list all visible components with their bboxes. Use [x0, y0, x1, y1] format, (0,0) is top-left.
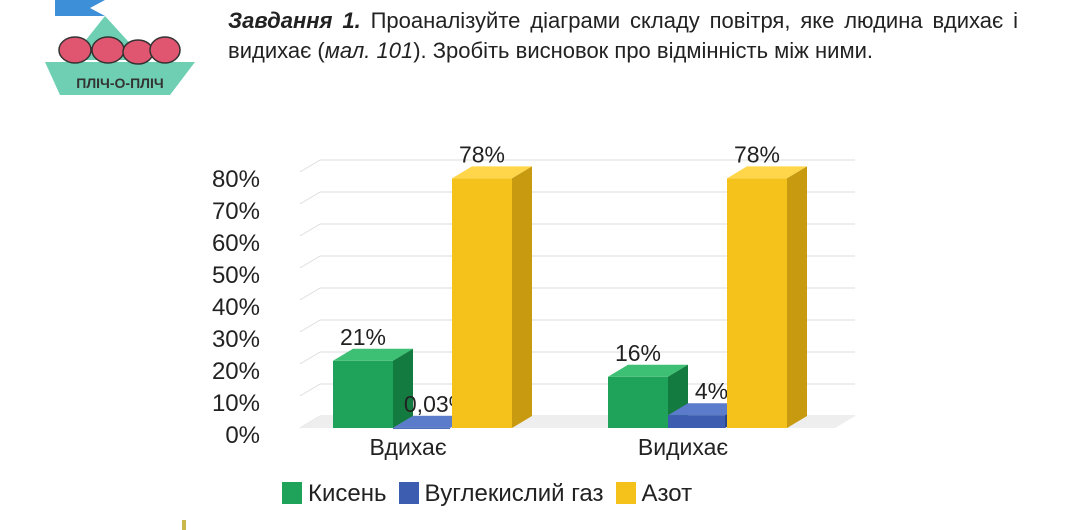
legend-label: Вуглекислий газ — [424, 480, 604, 507]
y-tick-label: 30% — [212, 326, 260, 353]
legend-swatch — [282, 482, 302, 504]
gridline — [299, 319, 321, 333]
bar-side — [787, 166, 807, 428]
task-text: Завдання 1. Проаналізуйте діаграми склад… — [228, 6, 1018, 66]
bar-Кисень — [608, 376, 668, 428]
bar-top — [333, 348, 413, 361]
bar-Вуглекислий газ — [393, 427, 450, 429]
task-text-2: ). Зробіть висновок про відмінність між … — [413, 38, 873, 63]
gridline — [299, 255, 321, 269]
y-tick-label: 50% — [212, 262, 260, 289]
legend-label: Кисень — [308, 480, 387, 507]
caption-marker — [182, 520, 186, 530]
logo-plich-o-plich: ПЛІЧ-О-ПЛІЧ — [45, 0, 195, 95]
task-title: Завдання 1. — [228, 8, 361, 33]
bar-Вуглекислий газ — [668, 415, 725, 428]
y-tick-label: 80% — [212, 166, 260, 193]
bar-side — [512, 166, 532, 428]
data-label: 21% — [340, 324, 386, 350]
legend-item: Азот — [615, 480, 693, 508]
y-tick-label: 20% — [212, 358, 260, 385]
data-label: 78% — [459, 141, 505, 167]
bar-Азот — [727, 178, 787, 428]
y-tick-label: 10% — [212, 390, 260, 417]
y-tick-label: 70% — [212, 198, 260, 225]
legend: Кисень Вуглекислий газ Азот — [282, 480, 692, 508]
legend-item: Вуглекислий газ — [398, 480, 604, 508]
bar-top — [452, 166, 532, 179]
legend-swatch — [615, 482, 636, 504]
legend-label: Азот — [641, 480, 693, 507]
y-tick-label: 60% — [212, 230, 260, 257]
figure-ref: мал. 101 — [324, 38, 414, 63]
x-tick-label: Вдихає — [369, 434, 446, 460]
data-label: 78% — [734, 141, 780, 167]
legend-item: Кисень — [282, 480, 387, 508]
gridline — [299, 351, 321, 365]
bar-top — [668, 403, 745, 416]
bar-chart: 0%10%20%30%40%50%60%70%80%21%0,03%78%Вди… — [212, 141, 855, 460]
x-tick-label: Видихає — [638, 434, 728, 460]
y-tick-label: 40% — [212, 294, 260, 321]
bar-top — [727, 166, 807, 179]
data-label: 16% — [615, 340, 661, 366]
bar-Азот — [452, 178, 512, 428]
gridline — [299, 159, 321, 173]
gridline — [299, 287, 321, 301]
bar-top — [393, 415, 470, 428]
y-tick-label: 0% — [225, 422, 260, 449]
bar-side — [393, 348, 413, 428]
task-text-1: Проаналізуйте діаграми складу повітря, я… — [228, 8, 1018, 63]
gridline — [299, 223, 321, 237]
bar-Кисень — [333, 360, 393, 428]
svg-text:ПЛІЧ-О-ПЛІЧ: ПЛІЧ-О-ПЛІЧ — [76, 75, 163, 91]
gridline — [299, 383, 321, 397]
data-label: 4% — [695, 378, 728, 404]
bar-top — [608, 364, 688, 377]
legend-swatch — [398, 482, 419, 504]
gridline — [299, 191, 321, 205]
